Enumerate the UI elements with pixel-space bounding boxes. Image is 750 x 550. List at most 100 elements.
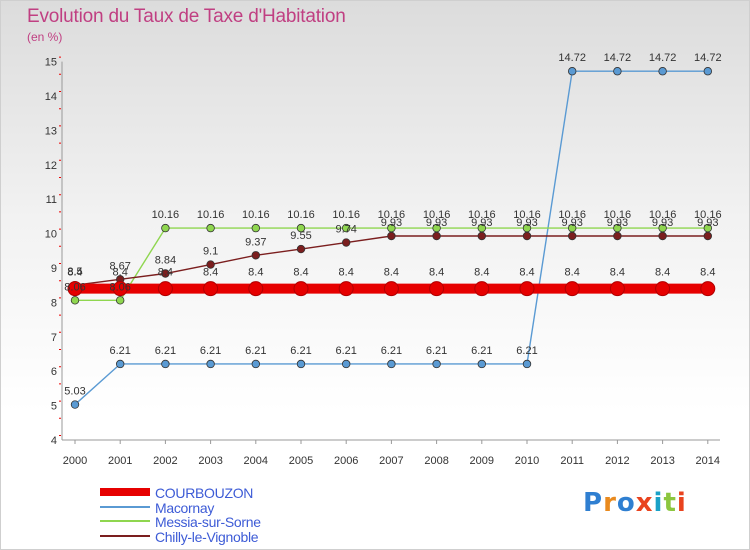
data-point-chilly-le-vignoble (296, 244, 306, 254)
x-tick-label: 2001 (108, 455, 132, 467)
chart-subtitle: (en %) (27, 30, 63, 44)
data-point-macornay (206, 359, 215, 369)
legend-label: Messia-sur-Sorne (155, 514, 261, 530)
data-label-messia-sur-sorne: 10.16 (152, 209, 180, 221)
y-tick-label: 9 (51, 263, 57, 275)
data-point-courbouzon (564, 281, 580, 297)
y-tick-label: 7 (51, 332, 57, 344)
data-point-chilly-le-vignoble (568, 231, 577, 241)
data-label-macornay: 14.72 (694, 52, 722, 64)
data-label-macornay: 6.21 (516, 345, 537, 357)
logo-letter: t (663, 488, 677, 518)
data-label-messia-sur-sorne: 10.16 (694, 209, 722, 221)
data-point-chilly-le-vignoble (432, 231, 441, 241)
data-point-chilly-le-vignoble (206, 260, 215, 269)
data-point-macornay (296, 359, 306, 369)
y-tick-label: 12 (45, 160, 57, 172)
series-lines (67, 67, 716, 409)
x-tick-label: 2009 (470, 455, 494, 467)
data-label-macornay: 6.21 (335, 345, 356, 357)
data-label-messia-sur-sorne: 10.16 (604, 209, 632, 221)
data-label-messia-sur-sorne: 10.16 (242, 209, 270, 221)
logo-letter: P (583, 488, 604, 518)
data-label-courbouzon: 8.4 (248, 267, 263, 279)
y-tick-label: 14 (45, 91, 57, 103)
data-point-chilly-le-vignoble (613, 231, 622, 241)
data-point-macornay (432, 359, 441, 369)
axes: 4 5 6 7 8 9 10 11 12 13 14 15 2000 2001 2002 2003 2004 20… (45, 56, 720, 467)
data-point-macornay (251, 359, 260, 369)
data-label-messia-sur-sorne: 10.16 (558, 209, 586, 221)
data-label-macornay: 6.21 (155, 345, 176, 357)
y-tick-label: 4 (51, 435, 57, 447)
x-tick-label: 2008 (424, 455, 448, 467)
data-point-macornay (703, 67, 712, 76)
data-point-courbouzon (293, 281, 309, 297)
data-point-courbouzon (112, 281, 128, 297)
data-label-messia-sur-sorne: 10.16 (287, 209, 315, 221)
data-label-macornay: 6.21 (200, 345, 221, 357)
data-point-macornay (70, 400, 80, 409)
y-tick-label: 13 (45, 125, 57, 137)
legend-swatch (100, 505, 150, 508)
legend-swatch (100, 534, 150, 537)
data-label-courbouzon: 8.4 (293, 267, 308, 279)
x-tick-label: 2010 (515, 455, 539, 467)
data-label-chilly-le-vignoble: 9.1 (203, 246, 218, 258)
data-label-macornay: 14.72 (558, 52, 586, 64)
data-point-courbouzon (429, 281, 445, 297)
data-label-chilly-le-vignoble: 9.93 (381, 217, 402, 229)
x-tick-label: 2006 (334, 455, 358, 467)
data-label-courbouzon: 8.4 (67, 267, 82, 279)
data-point-chilly-le-vignoble (342, 238, 351, 247)
data-label-macornay: 6.21 (245, 345, 266, 357)
data-label-chilly-le-vignoble: 9.93 (561, 217, 582, 229)
data-label-courbouzon: 8.4 (519, 267, 534, 279)
data-point-chilly-le-vignoble (387, 231, 396, 241)
data-point-courbouzon (700, 281, 716, 297)
data-label-messia-sur-sorne: 10.16 (197, 209, 225, 221)
data-label-courbouzon: 8.4 (655, 267, 670, 279)
data-point-macornay (342, 359, 351, 369)
data-label-chilly-le-vignoble: 9.55 (290, 230, 311, 242)
x-tick-label: 2007 (379, 455, 403, 467)
data-label-macornay: 14.72 (649, 52, 677, 64)
data-label-macornay: 6.21 (109, 345, 130, 357)
data-label-courbouzon: 8.4 (474, 267, 489, 279)
data-label-chilly-le-vignoble: 9.37 (245, 236, 266, 248)
data-label-chilly-le-vignoble: 9.93 (426, 217, 447, 229)
data-label-chilly-le-vignoble: 9.93 (607, 217, 628, 229)
data-label-courbouzon: 8.4 (113, 267, 128, 279)
data-point-messia-sur-sorne (115, 296, 125, 305)
data-label-chilly-le-vignoble: 9.93 (516, 217, 537, 229)
legend-label: COURBOUZON (155, 485, 254, 501)
data-label-courbouzon: 8.4 (339, 267, 354, 279)
data-label-courbouzon: 8.4 (565, 267, 580, 279)
x-tick-label: 2005 (289, 455, 313, 467)
y-tick-label: 15 (45, 57, 57, 69)
data-label-chilly-le-vignoble: 9.74 (335, 224, 356, 236)
data-label-macornay: 6.21 (381, 345, 402, 357)
data-point-messia-sur-sorne (206, 223, 215, 233)
data-label-chilly-le-vignoble: 8.84 (155, 255, 176, 267)
x-tick-label: 2014 (696, 455, 720, 467)
data-label-macornay: 6.21 (471, 345, 492, 357)
data-label-messia-sur-sorne: 10.16 (468, 209, 496, 221)
chart-title: Evolution du Taux de Taxe d'Habitation (27, 6, 346, 27)
x-tick-label: 2003 (198, 455, 222, 467)
data-label-messia-sur-sorne: 10.16 (513, 209, 541, 221)
x-tick-label: 2000 (63, 455, 87, 467)
data-point-macornay (161, 359, 170, 369)
data-point-courbouzon (609, 281, 625, 297)
data-point-messia-sur-sorne (296, 223, 306, 233)
data-point-macornay (115, 359, 125, 369)
data-point-macornay (522, 359, 532, 369)
y-tick-label: 6 (51, 366, 57, 378)
data-labels: 8.4 8.4 8.4 8.4 8.4 8.4 8.4 8.4 8.4 8.4 8.4 8.4 8.4 8… (64, 52, 721, 397)
data-label-messia-sur-sorne: 8.06 (109, 281, 130, 293)
data-point-chilly-le-vignoble (703, 231, 712, 241)
data-point-courbouzon (203, 281, 219, 297)
logo-letter: r (603, 488, 617, 518)
data-point-macornay (658, 67, 667, 76)
